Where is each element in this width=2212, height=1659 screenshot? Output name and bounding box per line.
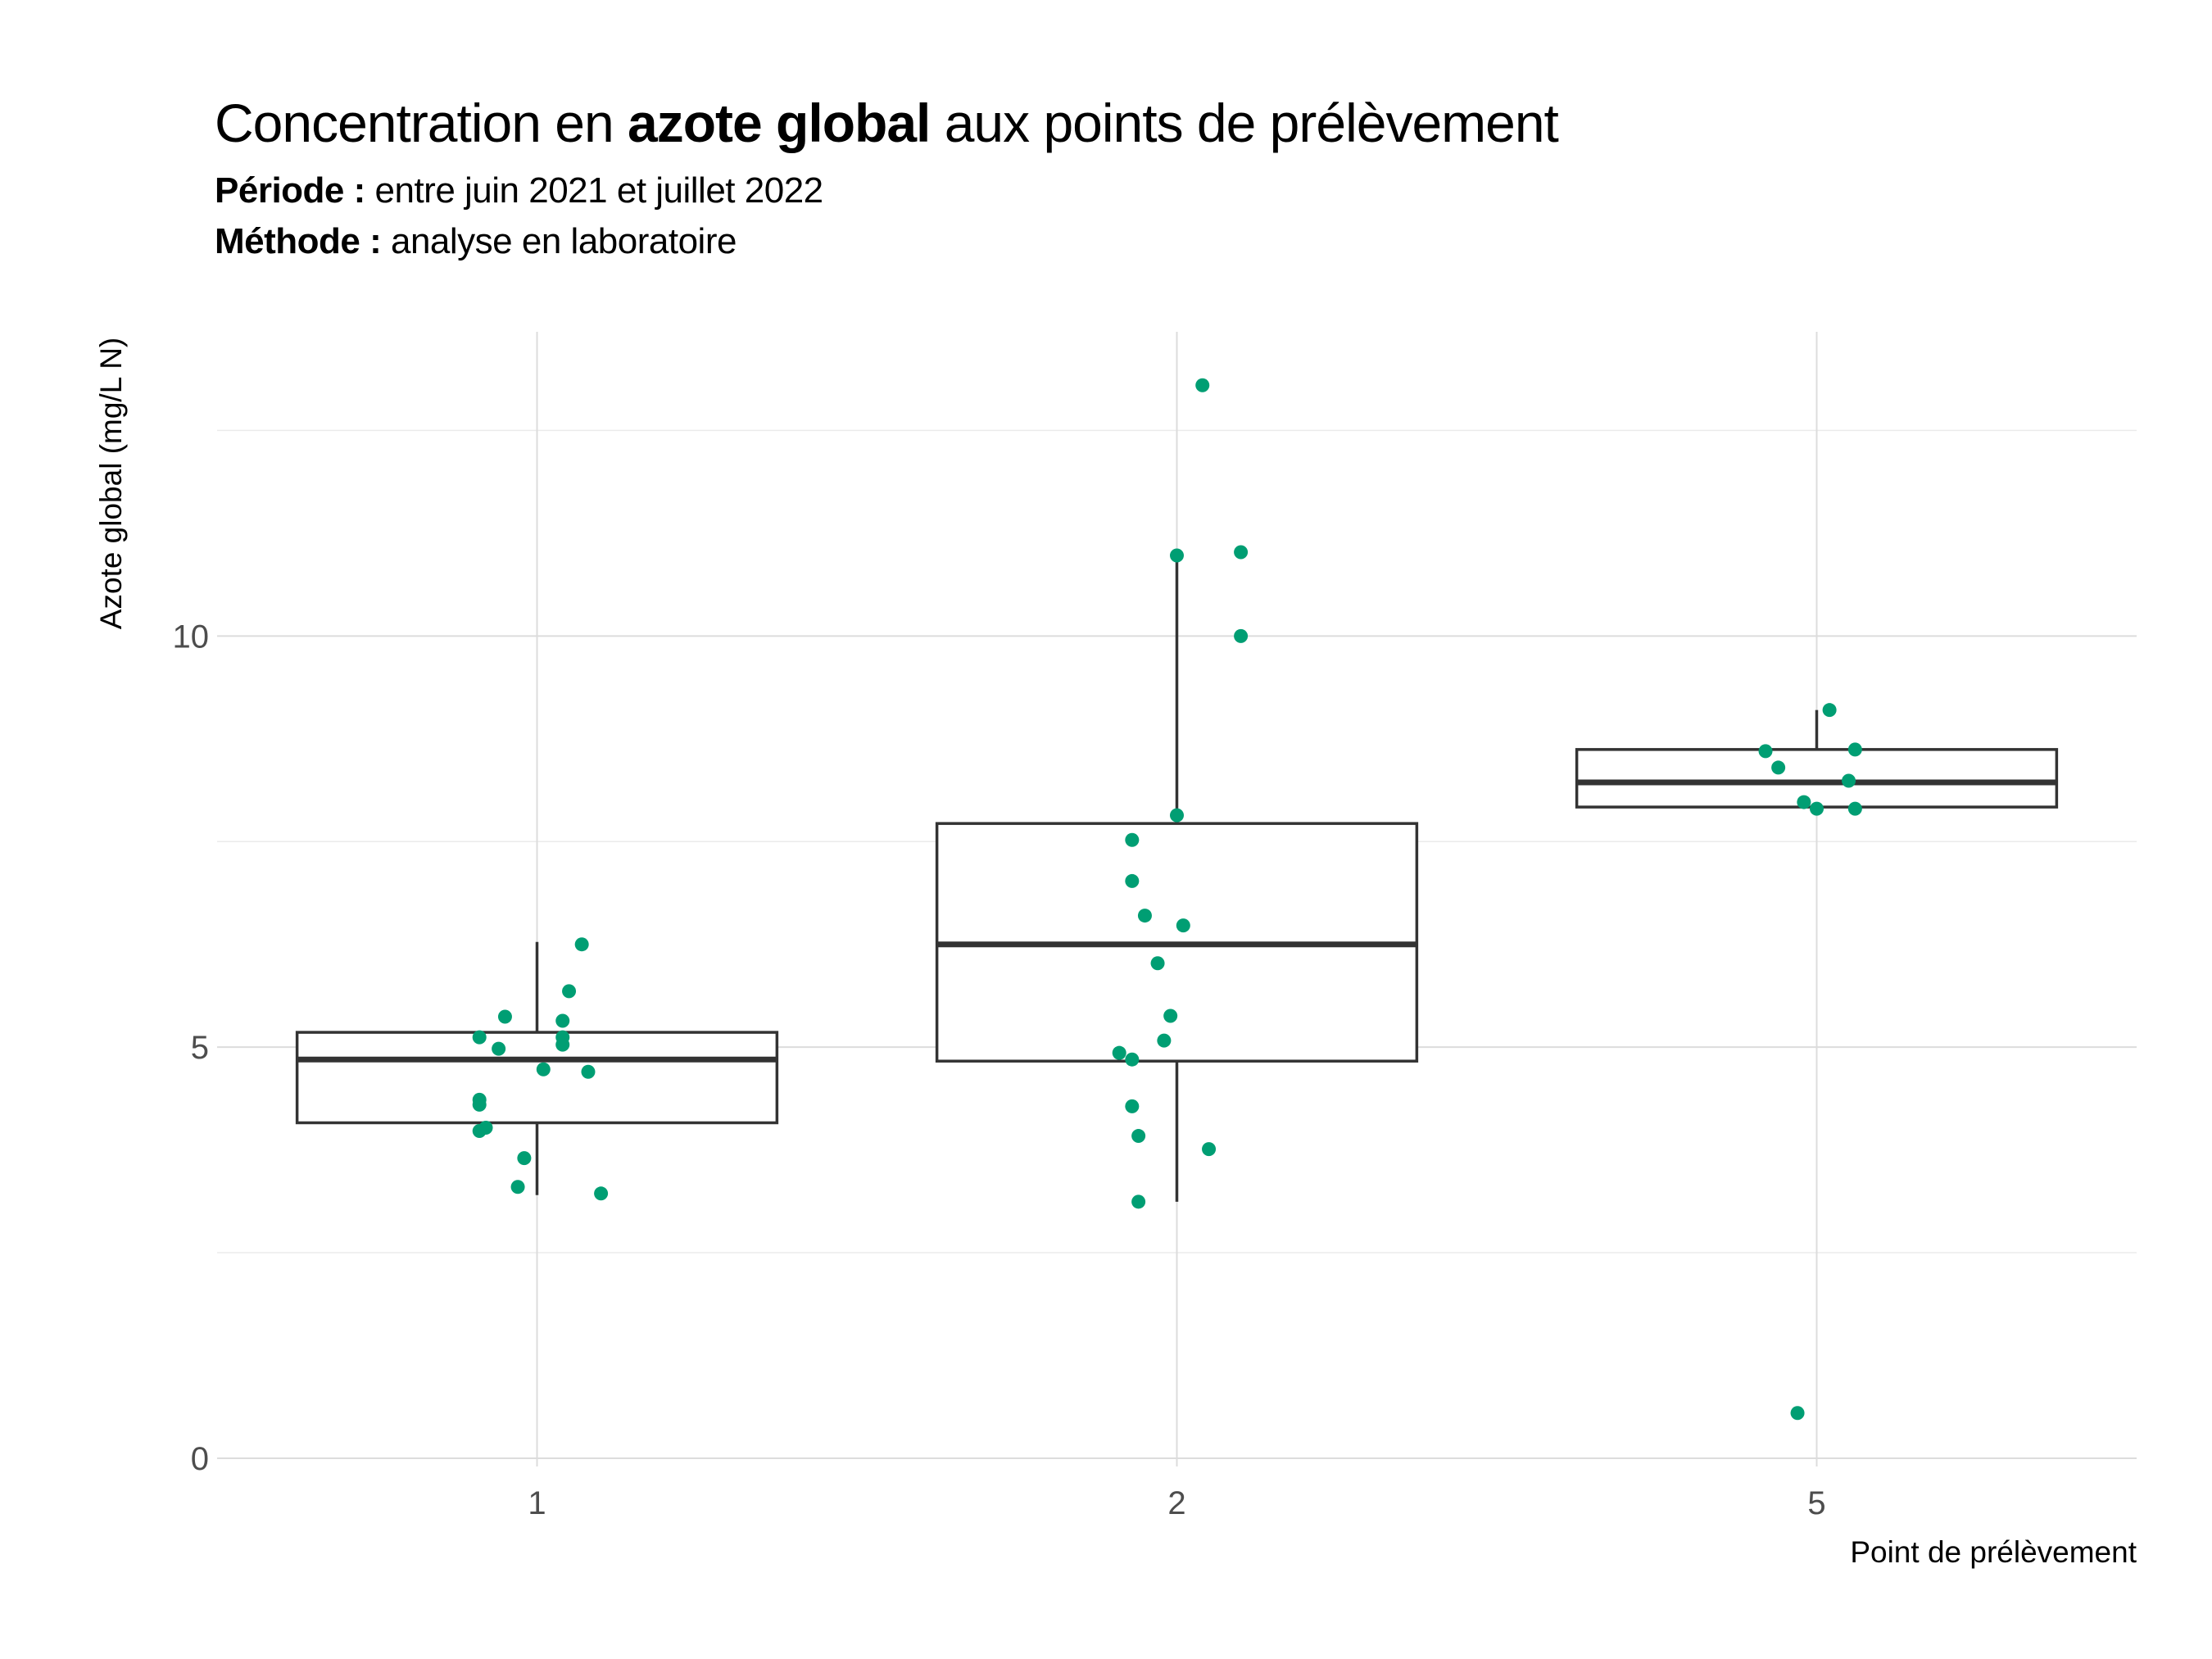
title-block: Concentration en azote global aux points… [215,90,1559,267]
data-point [1234,545,1249,560]
data-point [574,937,589,952]
data-point [536,1062,551,1077]
data-point [1847,742,1862,757]
data-point [1797,795,1811,809]
chart-title: Concentration en azote global aux points… [215,90,1559,156]
x-tick-label: 1 [528,1485,546,1521]
subtitle-periode: Période : entre juin 2021 et juillet 202… [215,165,1558,216]
data-point [517,1151,532,1166]
data-point [1202,1142,1217,1157]
data-point [1842,773,1856,788]
data-point [1150,956,1165,971]
chart-subtitle: Période : entre juin 2021 et juillet 202… [215,165,1558,267]
data-point [497,1009,512,1024]
chart-title-bold: azote global [628,93,931,153]
data-point [1131,1129,1146,1144]
data-point [581,1064,596,1079]
data-point [1847,801,1862,816]
y-axis-title: Azote global (mg/L N) [94,338,128,629]
y-tick-label: 10 [173,619,210,655]
box-2 [935,557,1419,1202]
data-point [1771,760,1786,775]
subtitle-periode-text: entre juin 2021 et juillet 2022 [365,170,824,211]
chart-title-prefix: Concentration en [215,93,628,153]
data-point [1790,1406,1805,1421]
data-point [1125,1052,1140,1067]
y-tick-label: 0 [191,1441,209,1477]
data-point [1131,1194,1146,1209]
box-iqr [295,1031,779,1125]
data-point [1125,1099,1140,1113]
data-point [1137,909,1152,923]
data-point [472,1124,487,1139]
subtitle-methode: Méthode : analyse en laboratoire [215,216,1558,267]
data-point [1758,744,1773,759]
x-tick-label: 2 [1167,1485,1185,1521]
subtitle-methode-label: Méthode : [215,221,382,261]
data-point [1195,378,1210,392]
data-point [1170,548,1184,563]
data-points [472,378,1862,1421]
data-point [510,1180,525,1194]
data-point [1112,1045,1126,1060]
tick-labels: 0 5 10 1 2 5 [173,619,1826,1521]
subtitle-periode-label: Période : [215,170,365,211]
y-tick-label: 5 [191,1030,209,1066]
data-point [472,1030,487,1045]
data-point [1163,1009,1178,1023]
data-point [562,984,577,999]
box-iqr [1575,748,2059,809]
chart-title-suffix: aux points de prélèvement [930,93,1559,153]
box-5 [1575,709,2059,809]
data-point [1234,628,1249,643]
boxes [295,557,2059,1202]
data-point [1810,801,1824,816]
data-point [555,1013,570,1028]
data-point [1176,918,1190,933]
data-point [492,1041,506,1056]
data-point [1125,873,1140,888]
data-point [472,1097,487,1112]
data-point [1125,832,1140,847]
x-tick-label: 5 [1807,1485,1825,1521]
data-point [1822,703,1837,718]
subtitle-methode-text: analyse en laboratoire [381,221,737,261]
data-point [1157,1033,1172,1048]
data-point [594,1186,609,1201]
data-point [1170,808,1184,823]
data-point [555,1037,570,1052]
x-axis-title: Point de prélèvement [1850,1535,2137,1569]
box-1 [295,941,779,1195]
